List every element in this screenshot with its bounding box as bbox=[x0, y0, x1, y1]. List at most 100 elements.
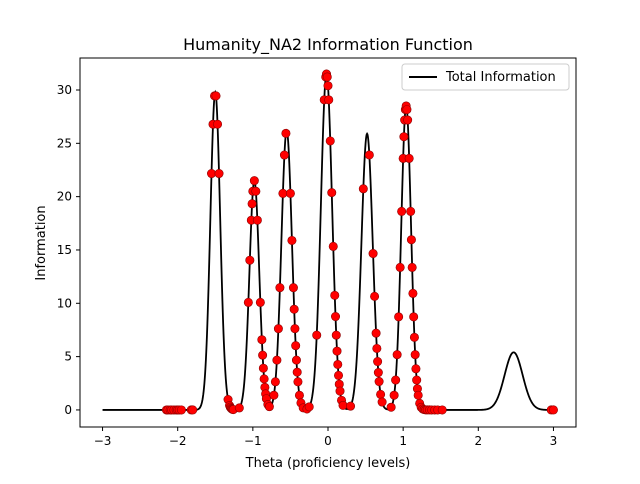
item-information-point bbox=[386, 402, 396, 412]
item-information-point bbox=[368, 249, 378, 259]
item-information-point bbox=[294, 390, 304, 400]
item-information-point bbox=[255, 297, 265, 307]
item-information-point bbox=[395, 262, 405, 272]
item-information-point bbox=[402, 105, 412, 115]
item-information-point bbox=[409, 332, 419, 342]
item-information-point bbox=[373, 368, 383, 378]
item-information-point bbox=[285, 188, 295, 198]
y-tick-label: 10 bbox=[57, 296, 72, 310]
item-information-point bbox=[247, 199, 257, 209]
item-information-point bbox=[406, 206, 416, 216]
item-information-point bbox=[287, 235, 297, 245]
item-information-point bbox=[312, 330, 322, 340]
item-information-point bbox=[292, 367, 302, 377]
item-information-point bbox=[332, 346, 342, 356]
item-information-point bbox=[412, 375, 422, 385]
item-information-point bbox=[211, 91, 221, 101]
item-information-point bbox=[234, 403, 244, 413]
item-information-point bbox=[258, 363, 268, 373]
item-information-point bbox=[243, 297, 253, 307]
item-information-point bbox=[279, 150, 289, 160]
item-information-point bbox=[331, 312, 341, 322]
x-axis-label: Theta (proficiency levels) bbox=[245, 456, 411, 471]
item-information-point bbox=[372, 343, 382, 353]
y-tick-label: 0 bbox=[64, 403, 72, 417]
item-information-point bbox=[338, 400, 348, 410]
chart-title: Humanity_NA2 Information Function bbox=[183, 35, 473, 55]
y-tick-label: 25 bbox=[57, 136, 72, 150]
item-information-point bbox=[404, 153, 414, 163]
y-axis-label: Information bbox=[34, 205, 49, 280]
item-information-point bbox=[370, 291, 380, 301]
item-information-point bbox=[371, 328, 381, 338]
item-information-point bbox=[278, 188, 288, 198]
x-tick-label: 3 bbox=[550, 434, 558, 448]
item-information-point bbox=[269, 390, 279, 400]
item-information-point bbox=[399, 132, 409, 142]
item-information-point bbox=[391, 375, 401, 385]
legend: Total Information bbox=[401, 63, 570, 91]
legend-box bbox=[401, 63, 570, 91]
item-information-point bbox=[293, 377, 303, 387]
item-information-point bbox=[392, 350, 402, 360]
item-information-point bbox=[304, 402, 314, 412]
item-information-point bbox=[272, 355, 282, 365]
item-information-point bbox=[258, 350, 268, 360]
plot-frame bbox=[79, 57, 577, 428]
item-information-point bbox=[273, 324, 283, 334]
item-information-point bbox=[207, 169, 217, 179]
legend-entry-total-information: Total Information bbox=[445, 70, 556, 85]
item-information-point bbox=[394, 312, 404, 322]
item-information-point bbox=[257, 335, 267, 345]
item-information-point bbox=[335, 386, 345, 396]
x-tick-label: 0 bbox=[324, 434, 332, 448]
y-tick-label: 20 bbox=[57, 190, 72, 204]
item-information-point bbox=[413, 390, 423, 400]
item-information-point bbox=[331, 330, 341, 340]
item-information-point bbox=[252, 215, 262, 225]
item-information-point bbox=[188, 405, 198, 415]
item-information-point bbox=[406, 235, 416, 245]
item-information-point bbox=[275, 283, 285, 293]
item-information-point bbox=[291, 341, 301, 351]
item-information-point bbox=[328, 241, 338, 251]
item-information-point bbox=[270, 377, 280, 387]
item-information-point bbox=[245, 255, 255, 265]
item-information-point bbox=[397, 206, 407, 216]
item-information-point bbox=[264, 402, 274, 412]
item-information-point bbox=[289, 304, 299, 314]
item-information-point bbox=[407, 262, 417, 272]
item-information-point bbox=[403, 115, 413, 125]
y-tick-label: 5 bbox=[64, 350, 72, 364]
item-information-point bbox=[330, 290, 340, 300]
item-information-point bbox=[327, 188, 337, 198]
item-information-point bbox=[322, 72, 332, 82]
item-information-point bbox=[437, 405, 447, 415]
item-information-point bbox=[290, 324, 300, 334]
item-information-point bbox=[334, 370, 344, 380]
x-tick-label: 1 bbox=[399, 434, 407, 448]
y-tick-label: 15 bbox=[57, 243, 72, 257]
item-information-point bbox=[389, 390, 399, 400]
item-information-point bbox=[548, 405, 558, 415]
item-information-point bbox=[291, 355, 301, 365]
item-information-point bbox=[281, 128, 291, 138]
item-information-point bbox=[410, 350, 420, 360]
item-information-point bbox=[374, 377, 384, 387]
x-tick-label: 2 bbox=[474, 434, 482, 448]
item-information-point bbox=[364, 150, 374, 160]
item-information-point bbox=[325, 136, 335, 146]
item-information-point bbox=[324, 95, 334, 105]
item-information-point bbox=[376, 389, 386, 399]
item-information-point bbox=[214, 169, 224, 179]
item-information-point bbox=[333, 359, 343, 369]
item-information-point bbox=[249, 176, 259, 186]
item-information-point bbox=[411, 364, 421, 374]
x-tick-label: −2 bbox=[169, 434, 187, 448]
item-information-point bbox=[409, 312, 419, 322]
item-information-point bbox=[373, 357, 383, 367]
x-tick-label: −1 bbox=[244, 434, 262, 448]
item-information-point bbox=[213, 119, 223, 129]
item-information-point bbox=[176, 405, 186, 415]
